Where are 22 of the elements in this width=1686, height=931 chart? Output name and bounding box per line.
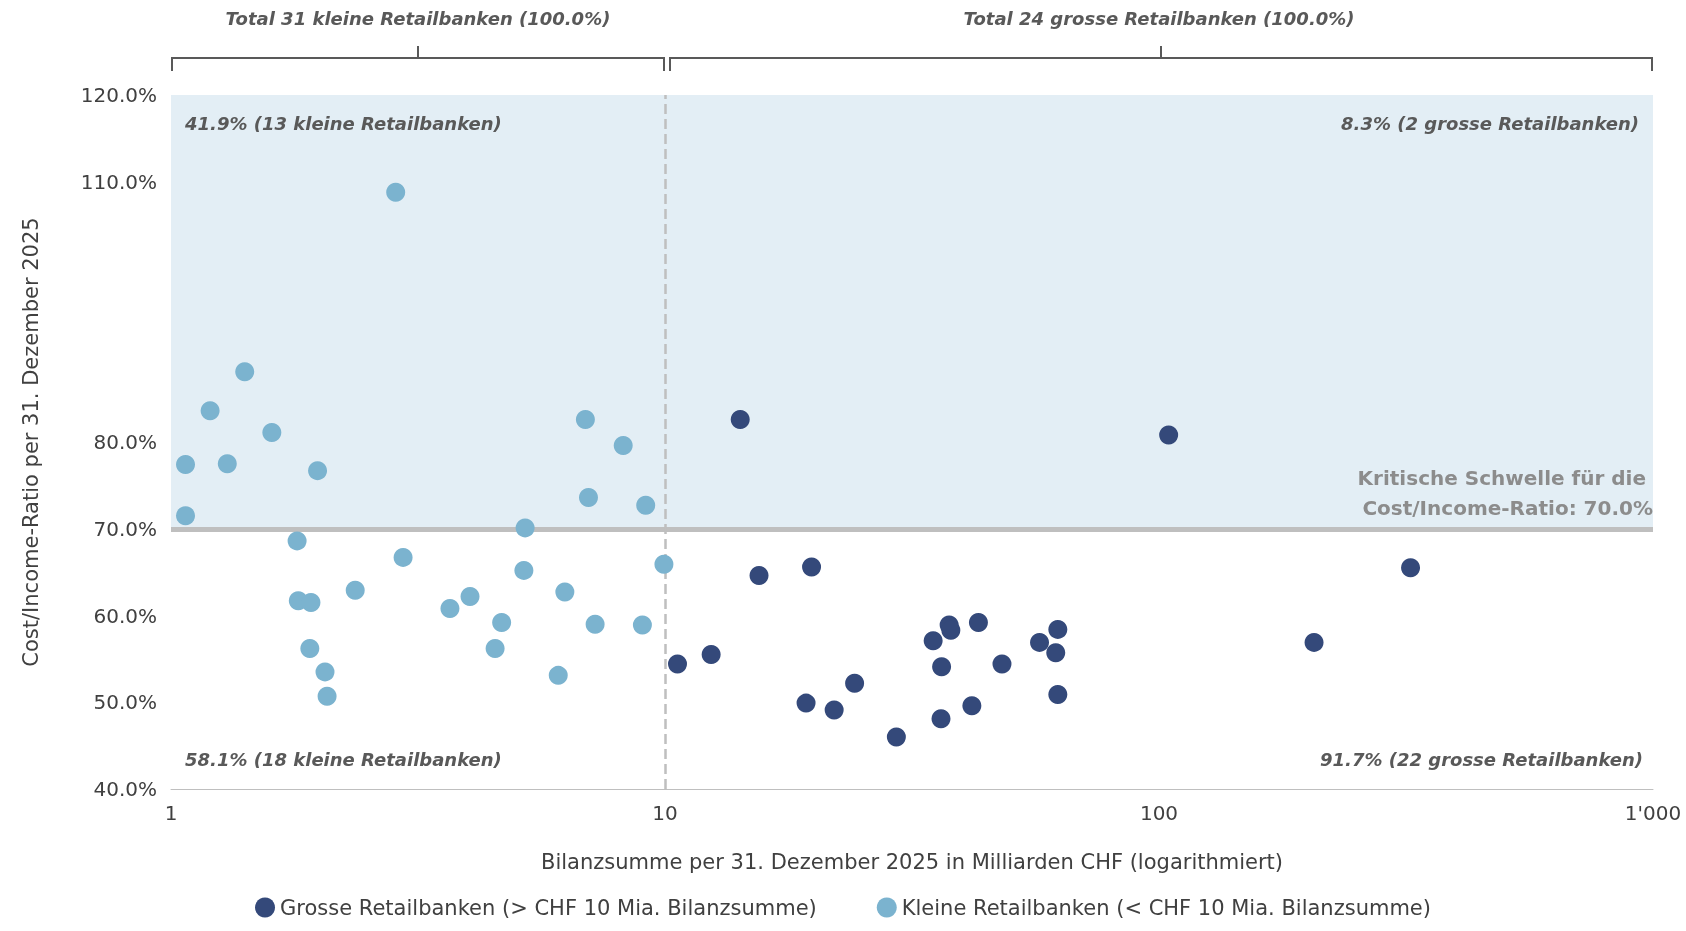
legend-label: Kleine Retailbanken (< CHF 10 Mia. Bilanzsumme) [901,895,1431,920]
y-axis-title: Cost/Income-Ratio per 31. Dezember 2025 [18,217,43,667]
y-tick-label: 40.0% [93,777,157,801]
x-tick-label: 100 [1139,801,1179,825]
y-tick-label: 110.0% [80,169,157,194]
annotation: 58.1% (18 kleine Retailbanken) [185,748,502,770]
x-tick-label: 1 [164,801,178,825]
y-tick-label: 60.0% [93,603,157,628]
ref-line-label: Kritische Schwelle für die Cost/Income-Ratio: 70.0% [1357,465,1653,520]
y-tick-label: 120.0% [80,83,157,107]
annotation: 41.9% (13 kleine Retailbanken) [184,112,502,134]
annotation: 91.7% (22 grosse Retailbanken) [1320,748,1643,770]
x-tick-label: 10 [652,801,678,825]
text: Total 31 kleine Retailbanken (100.0%) [225,7,611,29]
y-tick-label: 80.0% [93,430,157,454]
text: Total 24 grosse Retailbanken (100.0%) [963,7,1355,29]
legend-label: Grosse Retailbanken (> CHF 10 Mia. Bilanzsumme) [280,895,817,920]
annotation: 8.3% (2 grosse Retailbanken) [1341,112,1639,134]
y-tick-label: 70.0% [93,516,157,541]
y-tick-label: 50.0% [93,690,157,715]
x-tick-label: 1'000 [1624,801,1682,825]
x-axis-title: Bilanzsumme per 31. Dezember 2025 in Milliarden CHF (logarithmiert) [540,849,1284,874]
